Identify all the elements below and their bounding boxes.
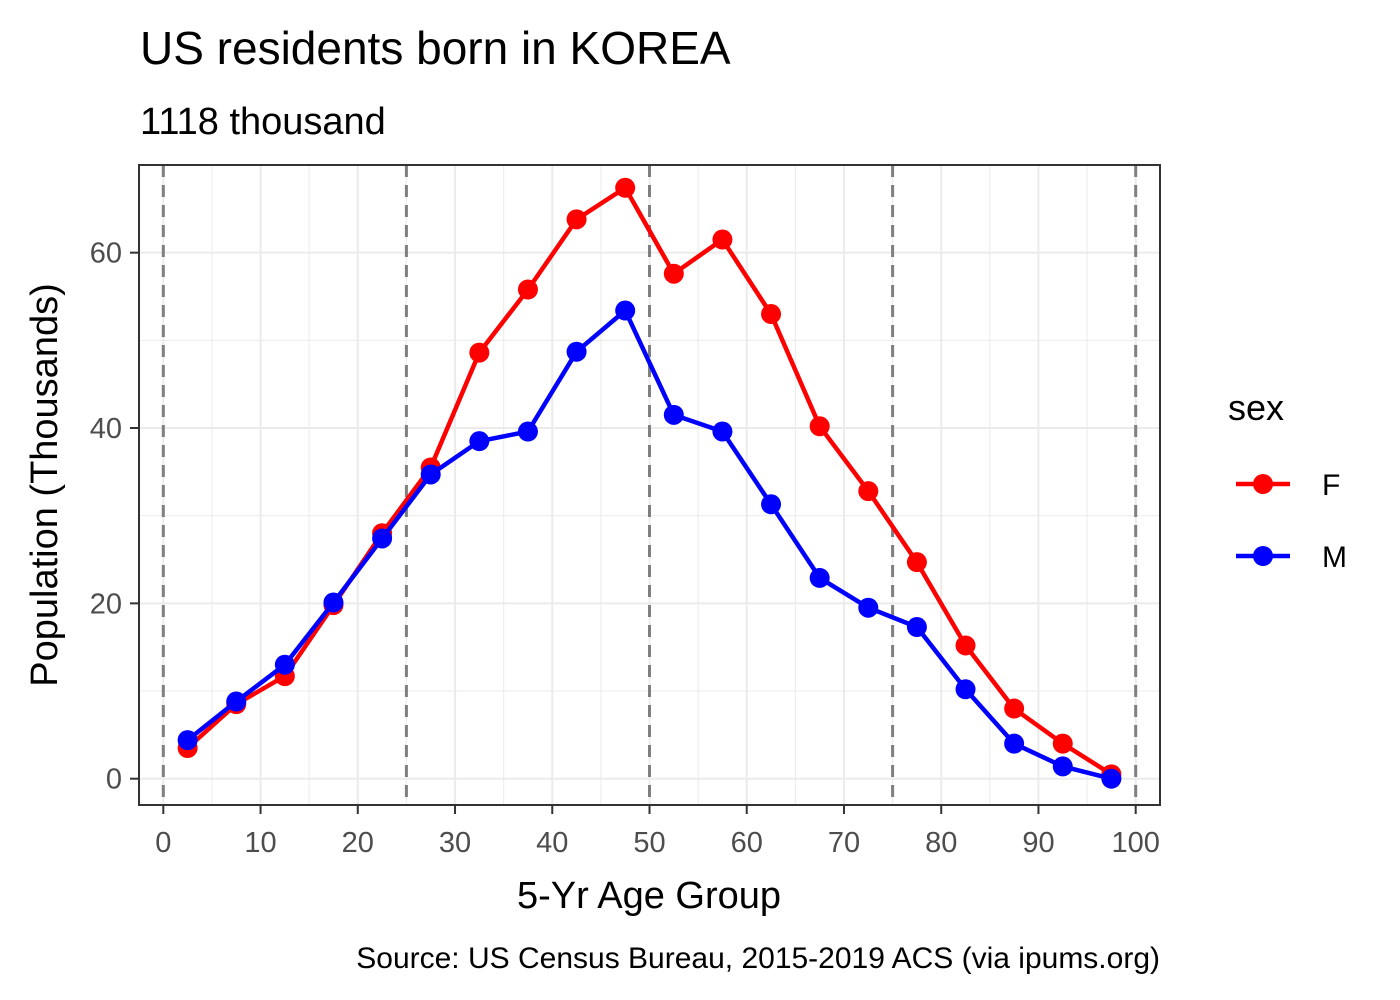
legend-key-point-m — [1253, 546, 1273, 566]
y-tick-label: 60 — [90, 238, 122, 270]
data-point-m — [615, 300, 636, 321]
x-axis-title: 5-Yr Age Group — [517, 875, 781, 917]
x-tick-label: 20 — [342, 827, 374, 859]
data-point-f — [955, 635, 976, 656]
data-point-m — [226, 691, 247, 712]
x-tick-label: 0 — [155, 827, 171, 859]
data-point-m — [517, 421, 538, 442]
x-tick-label: 70 — [828, 827, 860, 859]
data-point-f — [517, 279, 538, 300]
reference-lines — [161, 165, 1138, 805]
x-tick-label: 80 — [925, 827, 957, 859]
data-point-f — [615, 177, 636, 198]
x-tick-label: 90 — [1022, 827, 1054, 859]
x-tick-label: 30 — [439, 827, 471, 859]
legend-key-point-f — [1253, 474, 1273, 494]
x-tick-label: 40 — [536, 827, 568, 859]
data-point-m — [566, 341, 587, 362]
y-axis-title: Population (Thousands) — [24, 283, 66, 686]
legend: sex FM — [1228, 387, 1347, 574]
x-tick-label: 10 — [244, 827, 276, 859]
x-tick-label: 50 — [633, 827, 665, 859]
legend-title: sex — [1228, 387, 1284, 428]
data-point-m — [809, 567, 830, 588]
data-point-m — [955, 679, 976, 700]
data-point-f — [663, 263, 684, 284]
x-tick-label: 60 — [731, 827, 763, 859]
data-point-f — [712, 229, 733, 250]
data-point-f — [469, 342, 490, 363]
series-layer — [177, 177, 1122, 789]
legend-label-m: M — [1322, 541, 1347, 574]
data-point-f — [1052, 733, 1073, 754]
data-point-m — [712, 421, 733, 442]
data-point-m — [1101, 768, 1122, 789]
data-point-f — [858, 481, 879, 502]
data-point-m — [469, 431, 490, 452]
y-tick-label: 0 — [106, 764, 122, 796]
data-point-f — [809, 416, 830, 437]
data-point-m — [420, 464, 441, 485]
chart-subtitle: 1118 thousand — [140, 101, 386, 143]
data-point-m — [906, 617, 927, 638]
y-tick-label: 20 — [90, 588, 122, 620]
data-point-m — [663, 404, 684, 425]
data-point-f — [566, 209, 587, 230]
data-point-m — [1004, 733, 1025, 754]
data-point-m — [1052, 756, 1073, 777]
data-point-m — [177, 730, 198, 751]
data-point-m — [761, 494, 782, 515]
data-point-f — [906, 552, 927, 573]
y-tick-label: 40 — [90, 413, 122, 445]
data-point-m — [858, 597, 879, 618]
data-point-m — [323, 592, 344, 613]
legend-label-f: F — [1322, 469, 1340, 502]
chart-title: US residents born in KOREA — [140, 22, 731, 74]
data-point-m — [372, 528, 393, 549]
legend-items: FM — [1236, 469, 1347, 574]
y-axis-ticks: 0 20 40 60 — [90, 238, 139, 796]
x-axis-ticks: 0 10 20 30 40 50 60 70 80 90 100 — [155, 805, 1160, 859]
data-point-f — [761, 304, 782, 325]
caption: Source: US Census Bureau, 2015-2019 ACS … — [356, 942, 1160, 975]
x-tick-label: 100 — [1111, 827, 1159, 859]
data-point-f — [1004, 698, 1025, 719]
series-line-m — [186, 308, 1112, 781]
data-point-m — [274, 654, 295, 675]
